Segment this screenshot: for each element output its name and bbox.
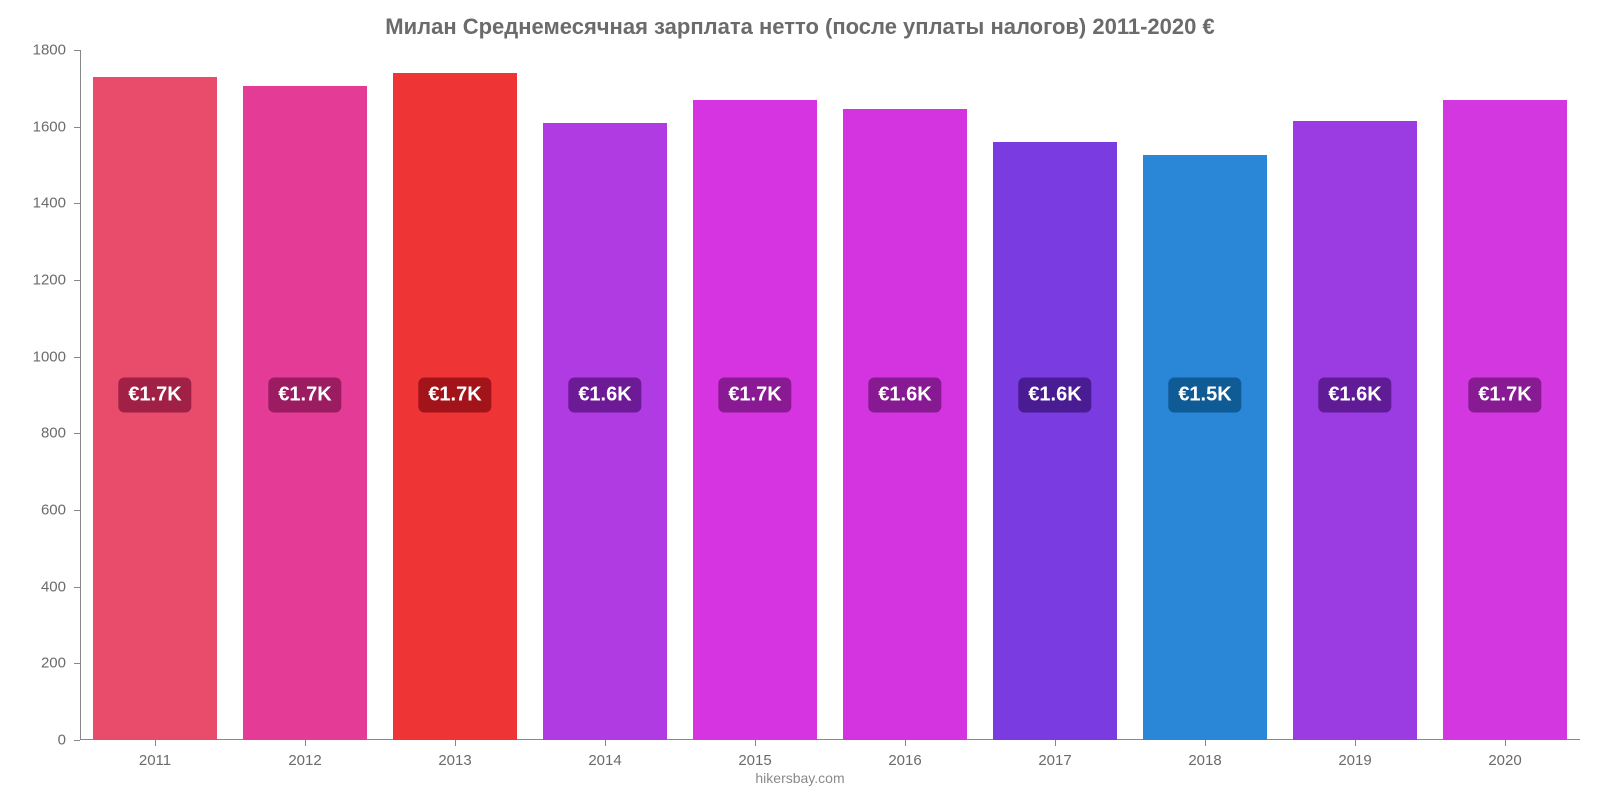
bar	[1143, 155, 1268, 740]
x-tick-label: 2011	[139, 752, 171, 769]
y-tick-mark	[74, 587, 80, 588]
y-tick-mark	[74, 357, 80, 358]
chart-title: Милан Среднемесячная зарплата нетто (пос…	[0, 0, 1600, 40]
bar-value-label: €1.7K	[418, 378, 491, 413]
y-tick-mark	[74, 433, 80, 434]
x-tick-label: 2020	[1488, 752, 1521, 769]
plot-area: €1.7K €1.7K €1.7K €1.6K €1.7K €1.6K €1.6K €1.5K…	[80, 50, 1580, 740]
x-tick-mark	[605, 740, 606, 746]
bar-value-label: €1.6K	[568, 378, 641, 413]
y-tick-mark	[74, 203, 80, 204]
x-tick-label: 2016	[888, 752, 921, 769]
y-tick-label: 400	[6, 578, 66, 595]
y-tick-mark	[74, 510, 80, 511]
x-tick-label: 2019	[1338, 752, 1371, 769]
x-tick-mark	[1505, 740, 1506, 746]
x-tick-mark	[155, 740, 156, 746]
x-tick-mark	[905, 740, 906, 746]
x-tick-label: 2013	[438, 752, 471, 769]
x-tick-mark	[755, 740, 756, 746]
y-tick-mark	[74, 50, 80, 51]
y-tick-label: 1200	[6, 272, 66, 289]
bar	[693, 100, 818, 740]
y-tick-mark	[74, 663, 80, 664]
bars-layer: €1.7K €1.7K €1.7K €1.6K €1.7K €1.6K €1.6K €1.5K…	[80, 50, 1580, 740]
x-tick-mark	[1205, 740, 1206, 746]
bar-value-label: €1.7K	[718, 378, 791, 413]
y-tick-mark	[74, 740, 80, 741]
bar-value-label: €1.5K	[1168, 378, 1241, 413]
x-tick-label: 2014	[588, 752, 621, 769]
bar	[1443, 100, 1568, 740]
bar	[1293, 121, 1418, 740]
y-tick-mark	[74, 280, 80, 281]
x-tick-mark	[1055, 740, 1056, 746]
x-tick-label: 2015	[738, 752, 771, 769]
x-tick-label: 2018	[1188, 752, 1221, 769]
bar	[843, 109, 968, 740]
y-tick-label: 0	[6, 732, 66, 749]
bar-value-label: €1.6K	[1018, 378, 1091, 413]
y-tick-label: 1600	[6, 118, 66, 135]
y-tick-label: 800	[6, 425, 66, 442]
chart-footer: hikersbay.com	[0, 770, 1600, 786]
x-tick-mark	[305, 740, 306, 746]
y-tick-mark	[74, 127, 80, 128]
x-tick-label: 2012	[288, 752, 321, 769]
bar-value-label: €1.7K	[268, 378, 341, 413]
x-tick-label: 2017	[1038, 752, 1071, 769]
bar-value-label: €1.7K	[1468, 378, 1541, 413]
x-tick-mark	[1355, 740, 1356, 746]
y-tick-label: 1400	[6, 195, 66, 212]
y-tick-label: 600	[6, 502, 66, 519]
bar	[243, 86, 368, 740]
bar-value-label: €1.7K	[118, 378, 191, 413]
bar	[993, 142, 1118, 740]
bar-value-label: €1.6K	[868, 378, 941, 413]
y-tick-label: 1000	[6, 348, 66, 365]
chart-container: Милан Среднемесячная зарплата нетто (пос…	[0, 0, 1600, 800]
bar	[543, 123, 668, 740]
y-tick-label: 1800	[6, 42, 66, 59]
y-tick-label: 200	[6, 655, 66, 672]
bar-value-label: €1.6K	[1318, 378, 1391, 413]
x-tick-mark	[455, 740, 456, 746]
